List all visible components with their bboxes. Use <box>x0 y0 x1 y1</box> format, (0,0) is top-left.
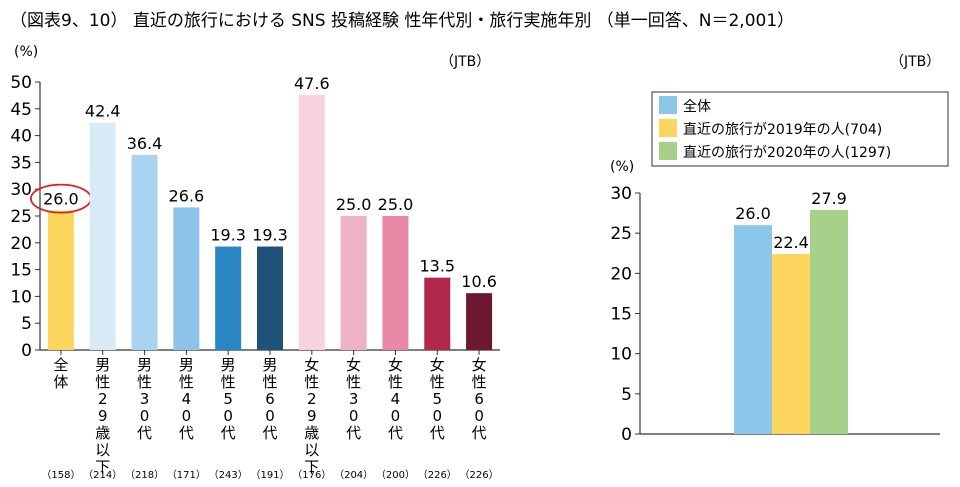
left-category-label: 女性 2 9 歳以下 <box>304 356 319 476</box>
right-source: （JTB） <box>890 54 940 70</box>
left-bar <box>89 122 116 351</box>
right-bar <box>734 225 772 434</box>
left-category-label: 男性 3 0 代 <box>137 356 152 442</box>
left-y-tick-label: 35 <box>10 153 32 173</box>
right-bar <box>810 209 848 434</box>
left-category-label: 女性 5 0 代 <box>430 356 445 442</box>
left-sample-size-label: （200） <box>376 469 415 481</box>
left-sample-size-label: （214） <box>83 469 122 481</box>
left-sample-size-label: （218） <box>125 469 164 481</box>
left-category-label: 女性 6 0 代 <box>472 356 487 442</box>
right-y-tick-label: 25 <box>610 224 632 244</box>
left-bar-value-label: 36.4 <box>127 134 163 153</box>
left-category-label: 男性 4 0 代 <box>179 356 194 442</box>
right-y-tick-label: 10 <box>610 345 632 365</box>
left-bar-value-label: 25.0 <box>378 195 414 214</box>
left-y-tick-label: 30 <box>10 180 32 200</box>
right-y-tick-label: 5 <box>621 385 632 405</box>
legend-label: 直近の旅行が2019年の人(704) <box>683 121 882 138</box>
right-bar <box>772 254 810 434</box>
left-sample-size-label: （158） <box>41 469 80 481</box>
left-sample-size-label: （226） <box>460 469 499 481</box>
left-bar <box>424 277 451 350</box>
left-y-tick-label: 0 <box>21 341 32 361</box>
left-sample-size-label: （243） <box>209 469 248 481</box>
right-y-tick-label: 30 <box>610 184 632 204</box>
left-category-label: 男性 5 0 代 <box>221 356 236 442</box>
left-bar <box>298 94 325 350</box>
right-bar-chart: （JTB） (%) 0 5 10 15 20 25 30 26.0 全体 22.4 直近の旅行が20… <box>610 54 949 445</box>
left-bar <box>173 207 200 350</box>
left-bar-value-label: 26.0 <box>43 190 79 209</box>
left-y-tick-label: 50 <box>10 73 32 93</box>
left-y-tick-label: 40 <box>10 127 32 147</box>
left-y-tick-label: 5 <box>21 314 32 334</box>
left-bar-value-label: 19.3 <box>210 226 246 245</box>
figure-title: （図表9、10） 直近の旅行における SNS 投稿経験 性年代別・旅行実施年別 … <box>10 11 794 31</box>
legend-swatch <box>659 119 677 137</box>
left-bar <box>215 246 242 350</box>
legend-swatch <box>659 96 677 114</box>
left-category-label: 男性 6 0 代 <box>262 356 277 442</box>
left-sample-size-label: （171） <box>167 469 206 481</box>
right-bar-value-label: 26.0 <box>735 204 771 223</box>
legend-swatch <box>659 142 677 160</box>
left-sample-size-label: （191） <box>250 469 289 481</box>
left-category-label: 女性 4 0 代 <box>388 356 403 442</box>
left-y-tick-label: 25 <box>10 207 32 227</box>
right-bar-value-label: 27.9 <box>811 189 847 208</box>
left-bar <box>382 216 409 350</box>
right-y-tick-label: 20 <box>610 264 632 284</box>
left-bar-value-label: 10.6 <box>461 272 497 291</box>
left-bar <box>340 216 367 350</box>
right-bar-value-label: 22.4 <box>773 233 809 252</box>
left-bar-value-label: 25.0 <box>336 195 372 214</box>
left-bar <box>47 210 74 350</box>
left-bar-value-label: 47.6 <box>294 74 330 93</box>
legend-box <box>651 91 949 167</box>
right-y-tick-label: 0 <box>621 425 632 445</box>
right-y-tick-label: 15 <box>610 305 632 325</box>
left-bar-value-label: 19.3 <box>252 226 288 245</box>
left-category-label: 女性 3 0 代 <box>346 356 361 442</box>
left-bar <box>466 293 493 350</box>
left-bar-value-label: 26.6 <box>169 186 205 205</box>
legend-label: 直近の旅行が2020年の人(1297) <box>683 144 891 161</box>
left-sample-size-label: （204） <box>334 469 373 481</box>
left-y-tick-label: 15 <box>10 261 32 281</box>
left-category-label: 全体 <box>53 356 68 391</box>
left-bar <box>131 154 158 350</box>
left-sample-size-label: （226） <box>418 469 457 481</box>
left-y-unit: (%) <box>14 44 38 60</box>
left-sample-size-label: （176） <box>292 469 331 481</box>
left-y-tick-label: 10 <box>10 287 32 307</box>
left-y-tick-label: 45 <box>10 100 32 120</box>
right-y-unit: (%) <box>610 159 634 175</box>
left-source: （JTB） <box>440 54 490 70</box>
left-y-tick-label: 20 <box>10 234 32 254</box>
left-bar-value-label: 13.5 <box>419 257 455 276</box>
left-category-label: 男性 2 9 歳以下 <box>95 356 110 476</box>
left-bar-chart: (%) （JTB） 0 5 10 15 20 25 30 35 40 45 50 26.0 全体 （158… <box>10 44 500 481</box>
left-bar-value-label: 42.4 <box>85 102 121 121</box>
left-bar <box>257 246 283 350</box>
legend-label: 全体 <box>683 98 711 115</box>
